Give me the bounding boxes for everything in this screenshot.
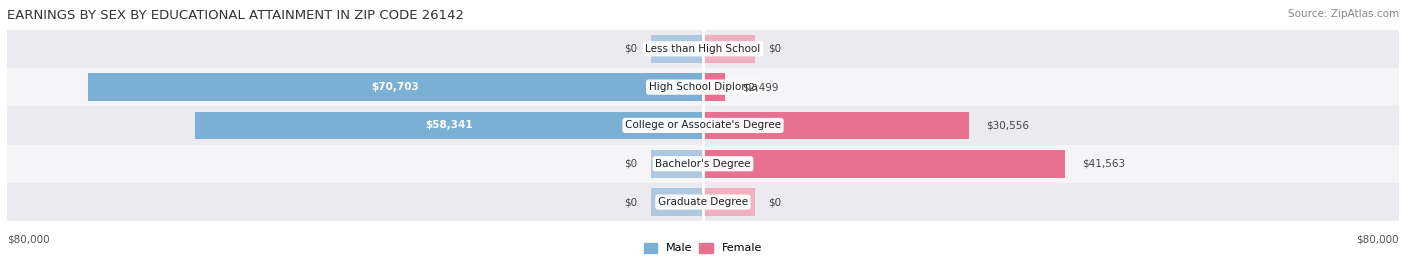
Bar — [7, 106, 1399, 144]
Text: Source: ZipAtlas.com: Source: ZipAtlas.com — [1288, 9, 1399, 18]
Bar — [195, 112, 703, 139]
Bar — [703, 150, 1064, 177]
Bar — [703, 188, 755, 216]
Text: High School Diploma: High School Diploma — [648, 82, 758, 92]
Text: $0: $0 — [624, 44, 638, 54]
Bar — [87, 73, 703, 101]
Text: $0: $0 — [624, 159, 638, 169]
Text: $0: $0 — [624, 197, 638, 207]
Text: $0: $0 — [768, 197, 782, 207]
Text: Bachelor's Degree: Bachelor's Degree — [655, 159, 751, 169]
Bar — [7, 30, 1399, 68]
Text: College or Associate's Degree: College or Associate's Degree — [626, 120, 780, 131]
Text: $41,563: $41,563 — [1083, 159, 1125, 169]
Text: $80,000: $80,000 — [7, 234, 49, 245]
Bar — [703, 112, 969, 139]
Text: $2,499: $2,499 — [742, 82, 779, 92]
Bar — [7, 68, 1399, 106]
Text: $70,703: $70,703 — [371, 82, 419, 92]
Text: $0: $0 — [768, 44, 782, 54]
Bar — [7, 183, 1399, 221]
Text: $80,000: $80,000 — [1357, 234, 1399, 245]
Text: EARNINGS BY SEX BY EDUCATIONAL ATTAINMENT IN ZIP CODE 26142: EARNINGS BY SEX BY EDUCATIONAL ATTAINMEN… — [7, 9, 464, 21]
Bar — [703, 73, 724, 101]
Text: $30,556: $30,556 — [986, 120, 1029, 131]
Text: $58,341: $58,341 — [426, 120, 472, 131]
Bar — [651, 150, 703, 177]
Text: Less than High School: Less than High School — [645, 44, 761, 54]
Bar — [7, 144, 1399, 183]
Legend: Male, Female: Male, Female — [640, 238, 766, 258]
Bar — [651, 188, 703, 216]
Bar — [703, 35, 755, 63]
Bar — [651, 35, 703, 63]
Text: Graduate Degree: Graduate Degree — [658, 197, 748, 207]
